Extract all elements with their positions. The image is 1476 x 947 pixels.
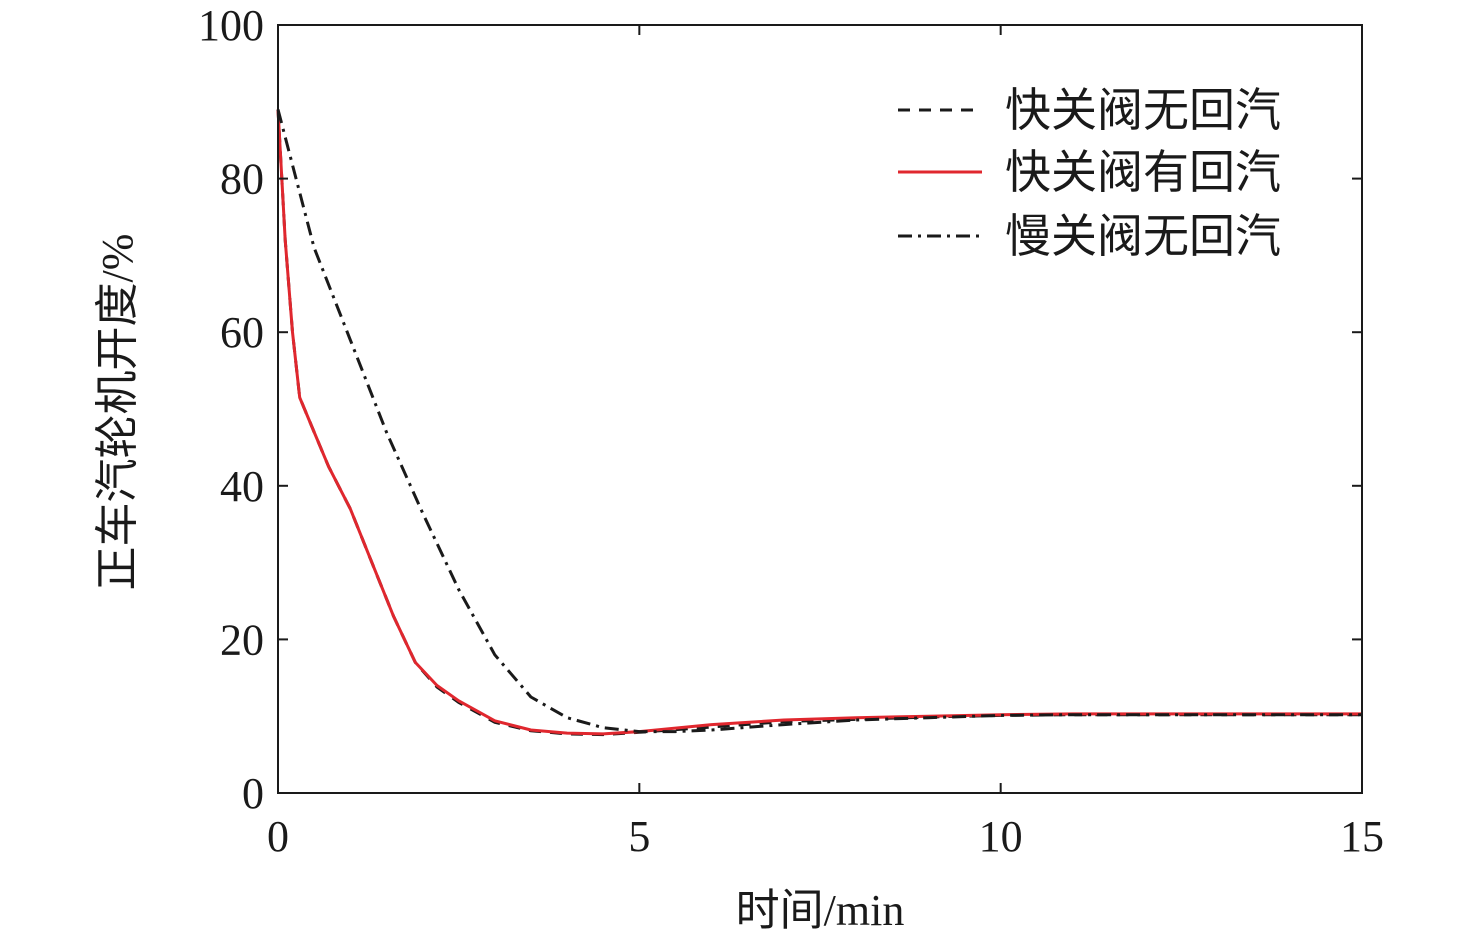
y-tick-label: 100 bbox=[198, 1, 264, 50]
series-line-1 bbox=[276, 109, 1362, 737]
y-tick-label: 40 bbox=[220, 462, 264, 511]
x-tick-label: 10 bbox=[979, 812, 1023, 861]
y-tick-label: 0 bbox=[242, 769, 264, 818]
series-line-3 bbox=[276, 109, 1362, 734]
y-tick-label: 20 bbox=[220, 615, 264, 664]
y-tick-label: 60 bbox=[220, 308, 264, 357]
legend-label-2: 快关阀有回汽 bbox=[1005, 147, 1281, 198]
x-tick-label: 0 bbox=[267, 812, 289, 861]
legend-label-1: 快关阀无回汽 bbox=[1005, 85, 1281, 136]
y-tick-label: 80 bbox=[220, 155, 264, 204]
legend-label-3: 慢关阀无回汽 bbox=[1005, 211, 1281, 262]
series-line-2 bbox=[276, 109, 1362, 736]
x-axis-label: 时间/min bbox=[736, 886, 905, 935]
x-tick-label: 5 bbox=[628, 812, 650, 861]
x-tick-label: 15 bbox=[1340, 812, 1384, 861]
plot-frame bbox=[277, 24, 1363, 794]
plot-area bbox=[276, 109, 1362, 737]
y-axis-label: 正车汽轮机开度/% bbox=[93, 234, 142, 591]
axes: 0 5 10 15 0 20 40 60 80 100 bbox=[198, 1, 1384, 861]
